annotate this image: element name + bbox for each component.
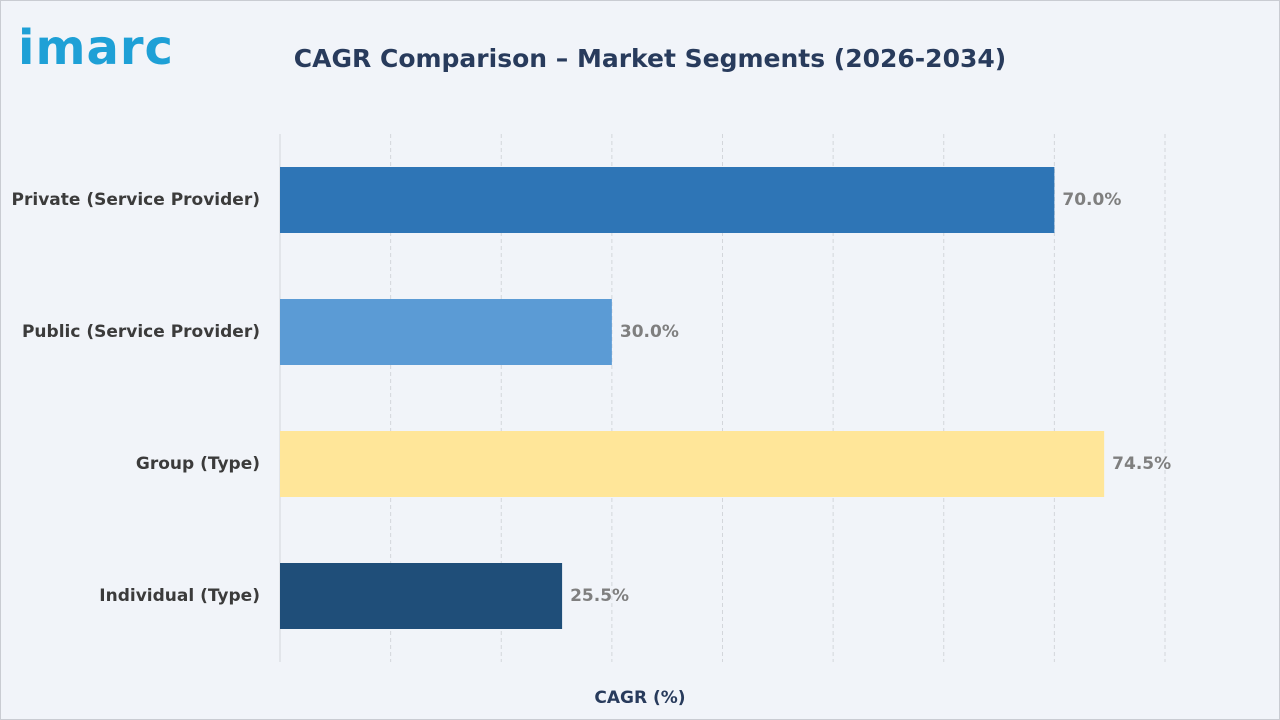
category-labels: Private (Service Provider) Public (Servic…	[12, 190, 260, 606]
bar	[280, 431, 1105, 497]
value-labels: 70.0% 30.0% 74.5% 25.5%	[570, 190, 1171, 606]
x-axis-label: CAGR (%)	[594, 688, 686, 708]
chart-title: CAGR Comparison – Market Segments (2026-…	[293, 44, 1007, 73]
category-label: Private (Service Provider)	[12, 190, 260, 210]
bars	[280, 167, 1105, 629]
value-label: 25.5%	[570, 586, 629, 606]
category-label: Group (Type)	[136, 454, 260, 474]
bar	[280, 299, 612, 365]
logo-text: imarc	[18, 20, 174, 76]
value-label: 30.0%	[620, 322, 679, 342]
bar	[280, 563, 563, 629]
imarc-logo: imarc	[18, 24, 174, 72]
category-label: Individual (Type)	[99, 586, 260, 606]
value-label: 70.0%	[1062, 190, 1121, 210]
value-label: 74.5%	[1112, 454, 1171, 474]
category-label: Public (Service Provider)	[22, 322, 260, 342]
bar	[280, 167, 1055, 233]
